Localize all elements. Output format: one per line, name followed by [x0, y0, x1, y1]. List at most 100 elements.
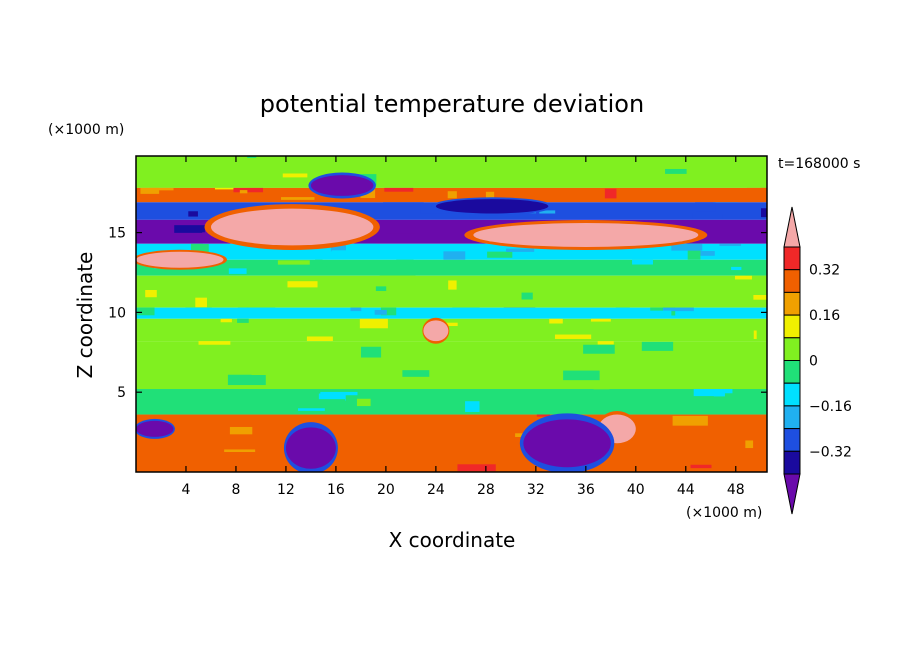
x-axis-label: X coordinate	[389, 528, 516, 552]
field-texture	[641, 341, 674, 351]
field-texture	[145, 290, 157, 298]
field-texture	[693, 172, 717, 181]
field-texture	[246, 307, 276, 316]
cold-anomaly	[435, 199, 549, 214]
field-texture	[696, 251, 715, 256]
field-texture	[723, 389, 733, 394]
field-band	[136, 414, 767, 472]
field-texture	[237, 307, 249, 313]
field-texture	[149, 187, 174, 191]
field-texture	[331, 250, 359, 259]
field-texture	[559, 170, 577, 183]
y-axis-label: Z coordinate	[73, 252, 97, 379]
field-texture	[760, 208, 767, 218]
field-texture	[287, 281, 318, 288]
field-texture	[318, 393, 346, 401]
field-texture	[384, 187, 414, 192]
plot-frame	[135, 155, 768, 473]
colorbar-swatch	[783, 360, 801, 384]
field-texture	[704, 319, 730, 330]
x-unit-label: (×1000 m)	[686, 505, 762, 521]
field-texture	[416, 175, 454, 182]
field-texture	[297, 408, 325, 411]
field-texture	[330, 243, 346, 252]
field-texture	[315, 259, 323, 269]
y-unit-label: (×1000 m)	[48, 122, 124, 138]
x-tick-label: 40	[627, 482, 645, 498]
warm-anomaly	[423, 320, 449, 342]
cold-anomaly	[285, 427, 336, 469]
field-texture	[444, 391, 465, 403]
field-texture	[671, 243, 703, 251]
field-texture	[359, 318, 388, 329]
field-texture	[590, 318, 611, 322]
colorbar-extend-bottom	[783, 473, 801, 515]
field-texture	[485, 191, 495, 198]
x-tick-label: 44	[677, 482, 695, 498]
field-texture	[233, 187, 264, 193]
y-axis-ticks: 5 10 15	[108, 226, 767, 401]
cold-anomaly	[310, 175, 374, 196]
field-texture	[324, 262, 362, 267]
chart-title: potential temperature deviation	[260, 90, 644, 118]
field-texture	[281, 197, 315, 200]
field-texture	[695, 202, 716, 212]
x-tick-label: 32	[527, 482, 545, 498]
field-texture	[676, 344, 700, 351]
colorbar-label: −0.16	[809, 399, 852, 415]
field-texture	[562, 403, 588, 409]
field-texture	[632, 259, 653, 265]
field-texture	[604, 188, 617, 199]
field-band	[136, 318, 767, 342]
x-tick-label: 28	[477, 482, 495, 498]
field-texture	[224, 449, 256, 452]
field-texture	[204, 193, 228, 197]
x-axis-ticks: 4 8 12 16 20 24 28 32 36 40 44 48	[182, 156, 745, 498]
field-texture	[447, 191, 457, 199]
field-texture	[320, 334, 333, 339]
field-texture	[237, 318, 249, 323]
colorbar-swatch	[783, 382, 801, 407]
colorbar-swatch	[783, 428, 801, 452]
field-texture	[536, 414, 551, 417]
colorbar-swatch	[783, 291, 801, 316]
y-tick-label: 10	[108, 305, 126, 321]
plot-area	[135, 155, 768, 473]
field-texture	[402, 370, 430, 377]
field-texture	[137, 307, 155, 316]
field-texture	[360, 346, 382, 358]
field-texture	[379, 275, 416, 286]
field-texture	[247, 156, 257, 158]
colorbar: 0.32 0.16 0 −0.16 −0.32	[783, 206, 852, 515]
field-texture	[563, 370, 600, 381]
field-texture	[521, 292, 533, 300]
field-texture	[698, 260, 727, 270]
x-tick-label: 48	[727, 482, 745, 498]
field-texture	[385, 233, 419, 240]
field-texture	[506, 248, 535, 252]
field-texture	[700, 237, 726, 242]
field-texture	[292, 336, 316, 340]
colorbar-swatch	[783, 314, 801, 339]
field-texture	[192, 165, 202, 175]
field-texture	[693, 389, 723, 397]
x-tick-label: 20	[377, 482, 395, 498]
x-tick-label: 16	[327, 482, 345, 498]
field-texture	[195, 297, 207, 308]
field-texture	[747, 187, 767, 190]
y-tick-label: 5	[117, 385, 126, 401]
x-tick-label: 8	[231, 482, 240, 498]
cold-anomaly	[523, 419, 611, 468]
field-texture	[465, 401, 480, 412]
field-texture	[191, 244, 209, 253]
field-texture	[583, 344, 615, 354]
field-texture	[426, 266, 462, 274]
field-texture	[315, 163, 348, 167]
field-texture	[188, 211, 198, 217]
field-texture	[140, 187, 160, 194]
colorbar-label: 0.32	[809, 263, 840, 279]
field-texture	[240, 311, 254, 317]
cold-anomaly	[136, 420, 174, 437]
field-texture	[745, 275, 767, 278]
